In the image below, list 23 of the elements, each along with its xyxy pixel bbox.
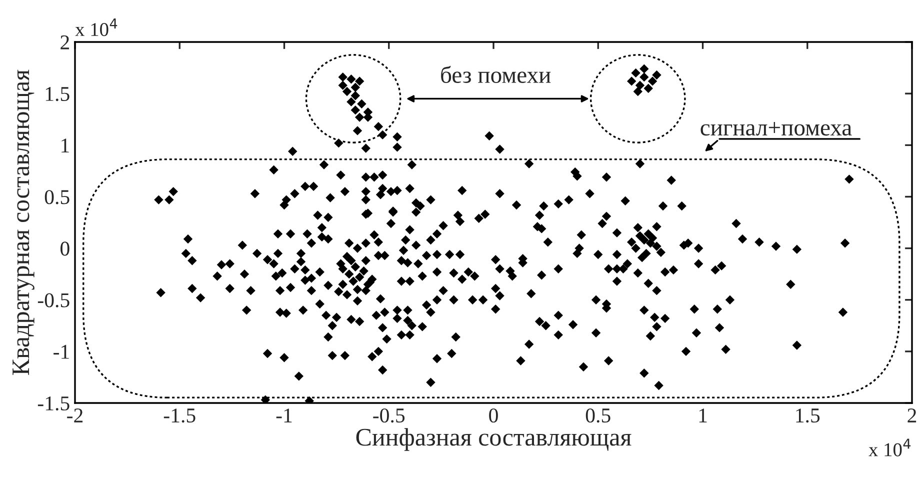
x-tick-label: -1.5 — [164, 408, 196, 423]
x-tick-label: 1.5 — [796, 408, 820, 423]
x-tick-label: 0.5 — [586, 408, 610, 423]
y-tick-label: 0.5 — [44, 190, 70, 204]
y-tick-label: -0.5 — [38, 293, 70, 308]
y-axis-title: Квадратурная составляющая — [12, 70, 34, 375]
x-axis-title: Синфазная составляющая — [356, 428, 632, 451]
text: x 10$^{4}$ — [75, 18, 118, 36]
text: x 10$^{4}$ — [868, 438, 911, 456]
y-tick-label: -1.5 — [38, 396, 70, 411]
x-tick-label: -0.5 — [373, 408, 405, 423]
x-tick-label: 2 — [908, 408, 916, 422]
y-tick-label: 2 — [60, 35, 69, 50]
x-tick-label: 1 — [699, 408, 707, 422]
x-tick-label: 0 — [489, 408, 498, 423]
y-tick-label: 1 — [62, 138, 69, 152]
y-tick-label: 0 — [60, 242, 70, 256]
annotation: без помехи — [441, 66, 551, 83]
y-tick-label: -1 — [54, 344, 69, 359]
y-tick-label: 1.5 — [46, 87, 70, 102]
x-tick-label: -2 — [67, 408, 83, 422]
x-tick-label: -1 — [276, 408, 292, 422]
annotation: сигнал+помеха — [700, 122, 852, 136]
